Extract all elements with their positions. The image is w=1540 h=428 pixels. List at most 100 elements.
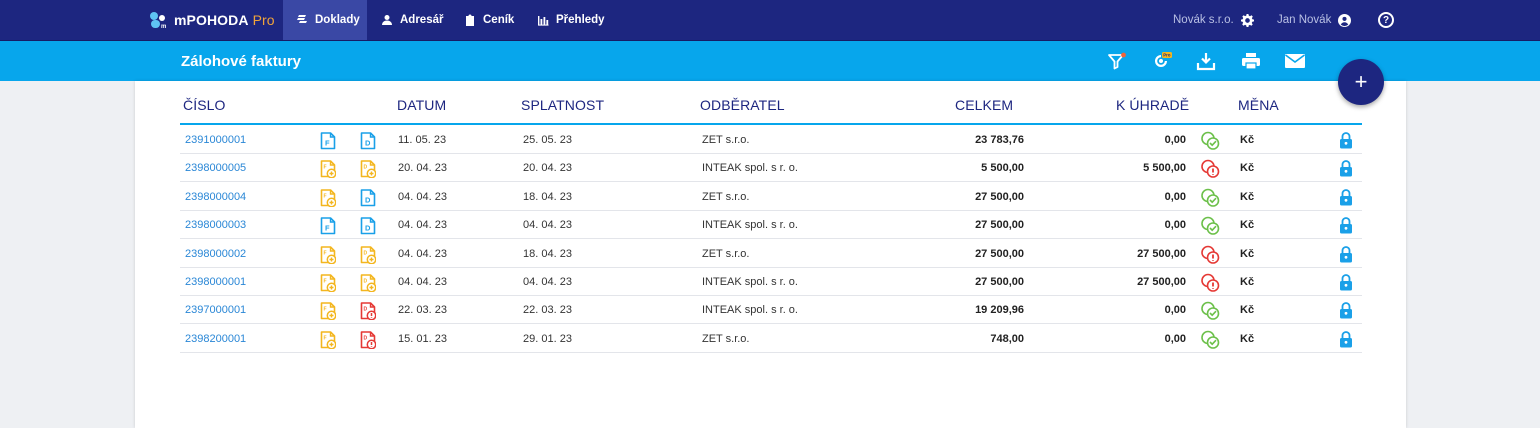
create-invoice-document-icon[interactable]: F — [320, 160, 336, 179]
unpaid-status-icon[interactable] — [1200, 159, 1222, 179]
svg-text:D: D — [365, 195, 371, 204]
lock-icon[interactable] — [1339, 245, 1353, 263]
amount-to-pay: 0,00 — [1164, 219, 1186, 232]
due-date: 18. 04. 23 — [523, 247, 572, 260]
table-row[interactable]: 2398000001 F D 04. 04. 23 04. 04. 23 INTEAK s… — [180, 268, 1362, 296]
download-button[interactable] — [1195, 51, 1217, 71]
total-amount: 5 500,00 — [981, 162, 1024, 175]
column-header-due[interactable]: SPLATNOST — [521, 97, 605, 113]
content-panel — [135, 81, 1406, 428]
amount-to-pay: 27 500,00 — [1137, 276, 1186, 288]
column-header-customer[interactable]: ODBĚRATEL — [700, 97, 785, 113]
svg-text:F: F — [325, 139, 330, 148]
customer-name: ZET s.r.o. — [702, 247, 750, 260]
user-menu[interactable]: Jan Novák — [1277, 0, 1352, 40]
invoice-number-link[interactable]: 2398200001 — [185, 332, 247, 345]
total-amount: 19 209,96 — [975, 304, 1024, 317]
lock-icon[interactable] — [1339, 301, 1353, 319]
invoice-number-link[interactable]: 2398000005 — [185, 162, 247, 175]
invoice-number-link[interactable]: 2398000002 — [185, 247, 247, 260]
paid-status-icon[interactable] — [1200, 301, 1222, 321]
nav-adresar[interactable]: Adresář — [381, 0, 443, 40]
email-button[interactable] — [1284, 51, 1306, 71]
paid-status-icon[interactable] — [1200, 188, 1222, 207]
nav-prehledy[interactable]: Přehledy — [537, 0, 605, 40]
tax-document-error-icon[interactable]: D — [360, 330, 376, 349]
paid-status-icon[interactable] — [1200, 216, 1222, 235]
issue-date: 22. 03. 23 — [398, 304, 447, 317]
tax-document-error-icon[interactable]: D — [360, 302, 376, 321]
lock-icon[interactable] — [1339, 216, 1353, 234]
create-invoice-document-icon[interactable]: F — [320, 330, 336, 349]
svg-text:F: F — [324, 279, 327, 285]
svg-text:Pro: Pro — [1163, 53, 1171, 58]
table-row[interactable]: 2398000003 F D 04. 04. 23 04. 04. 23 INTEAK s… — [180, 211, 1362, 240]
lock-icon[interactable] — [1339, 273, 1353, 291]
currency: Kč — [1240, 190, 1255, 203]
add-invoice-button[interactable]: + — [1338, 59, 1384, 105]
help-icon[interactable]: ? — [1378, 12, 1394, 28]
total-amount: 748,00 — [990, 332, 1024, 345]
unpaid-status-icon[interactable] — [1200, 273, 1222, 292]
column-header-number[interactable]: ČÍSLO — [183, 97, 226, 113]
tax-document-icon[interactable]: D — [360, 188, 376, 207]
email-icon — [1285, 54, 1305, 68]
company-selector[interactable]: Novák s.r.o. — [1173, 0, 1254, 40]
due-date: 04. 04. 23 — [523, 219, 572, 232]
invoice-document-icon[interactable]: F — [320, 132, 336, 150]
due-date: 18. 04. 23 — [523, 190, 572, 203]
svg-text:D: D — [364, 335, 368, 341]
table-row[interactable]: 2398000004 F D 04. 04. 23 18. 04. 23 ZET s.r.… — [180, 183, 1362, 211]
customer-name: ZET s.r.o. — [702, 332, 750, 345]
invoice-number-link[interactable]: 2397000001 — [185, 304, 247, 317]
create-tax-document-icon[interactable]: D — [360, 245, 376, 264]
lock-icon[interactable] — [1339, 188, 1353, 206]
svg-text:F: F — [324, 335, 327, 341]
lock-icon[interactable] — [1339, 159, 1353, 177]
table-row[interactable]: 2391000001 F D 11. 05. 23 25. 05. 23 ZET s.r.… — [180, 126, 1362, 154]
pro-feature-icon: Pro — [1155, 52, 1172, 67]
invoice-number-link[interactable]: 2391000001 — [185, 134, 247, 146]
column-header-total[interactable]: CELKEM — [955, 97, 1014, 113]
svg-text:F: F — [324, 250, 327, 256]
create-invoice-document-icon[interactable]: F — [320, 245, 336, 264]
print-button[interactable] — [1240, 51, 1262, 71]
create-invoice-document-icon[interactable]: F — [320, 302, 336, 321]
create-tax-document-icon[interactable]: D — [360, 274, 376, 292]
lock-icon[interactable] — [1339, 131, 1353, 149]
invoice-number-link[interactable]: 2398000004 — [185, 190, 247, 203]
column-header-to-pay[interactable]: K ÚHRADĚ — [1116, 97, 1190, 113]
customer-name: INTEAK spol. s r. o. — [702, 276, 798, 288]
column-header-currency[interactable]: MĚNA — [1238, 97, 1279, 113]
currency: Kč — [1240, 162, 1255, 175]
invoice-number-link[interactable]: 2398000003 — [185, 219, 247, 232]
amount-to-pay: 0,00 — [1164, 134, 1186, 146]
paid-status-icon[interactable] — [1200, 131, 1222, 150]
nav-doklady[interactable]: Doklady — [283, 0, 367, 40]
create-invoice-document-icon[interactable]: F — [320, 188, 336, 207]
tax-document-icon[interactable]: D — [360, 217, 376, 235]
table-header-divider — [180, 123, 1362, 125]
table-row[interactable]: 2398000002 F D 04. 04. 23 18. 04. 23 ZET s.r.… — [180, 240, 1362, 268]
svg-text:F: F — [324, 193, 327, 199]
pro-feature-button[interactable]: Pro — [1151, 51, 1173, 71]
invoice-number-link[interactable]: 2398000001 — [185, 276, 247, 288]
create-tax-document-icon[interactable]: D — [360, 160, 376, 179]
total-amount: 27 500,00 — [975, 190, 1024, 203]
table-row[interactable]: 2398000005 F D 20. 04. 23 20. 04. 23 INTEAK s… — [180, 154, 1362, 183]
tax-document-icon[interactable]: D — [360, 132, 376, 150]
invoice-document-icon[interactable]: F — [320, 217, 336, 235]
create-invoice-document-icon[interactable]: F — [320, 274, 336, 292]
svg-text:D: D — [364, 307, 368, 313]
due-date: 04. 04. 23 — [523, 276, 572, 288]
lock-icon[interactable] — [1339, 330, 1353, 348]
nav-cenik[interactable]: Ceník — [464, 0, 514, 40]
unpaid-status-icon[interactable] — [1200, 245, 1222, 264]
currency: Kč — [1240, 134, 1255, 146]
table-row[interactable]: 2398200001 F D 15. 01. 23 29. 01. 23 ZET s.r.… — [180, 325, 1362, 353]
paid-status-icon[interactable] — [1200, 330, 1222, 349]
brand[interactable]: m mPOHODA Pro — [149, 0, 275, 40]
column-header-date[interactable]: DATUM — [397, 97, 447, 113]
table-row[interactable]: 2397000001 F D 22. 03. 23 22. 03. 23 INTEAK s… — [180, 296, 1362, 325]
filter-button[interactable] — [1106, 51, 1128, 71]
